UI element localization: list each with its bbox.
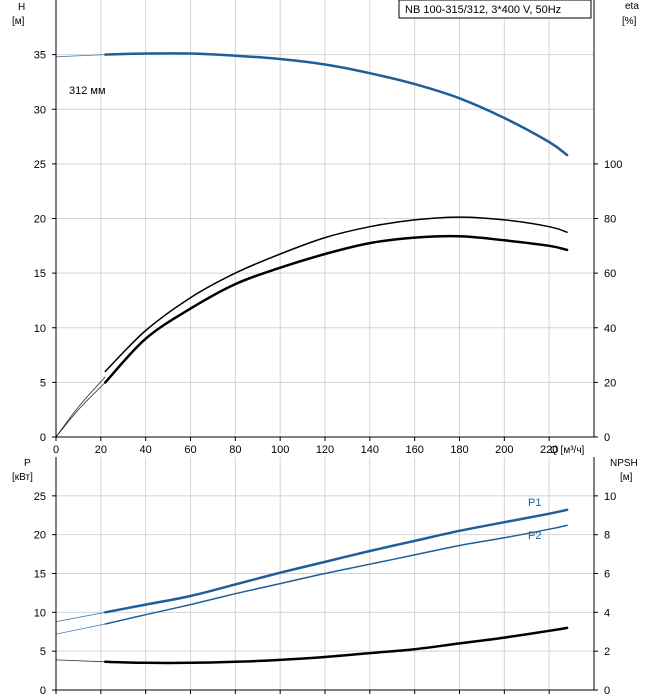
series-eta-line — [104, 216, 568, 373]
left-tick-label: 35 — [34, 50, 46, 62]
series-npsh-line — [104, 626, 569, 665]
bottom-right-axis-unit: [м] — [620, 472, 633, 483]
bottom-left-axis-label: P — [24, 458, 31, 469]
impeller-diameter-annotation: 312 мм — [69, 85, 106, 97]
top-right-axis-unit: [%] — [622, 16, 637, 27]
series-p1-line — [104, 508, 569, 614]
left-tick-label: 5 — [40, 377, 46, 389]
left-tick-label: 20 — [34, 530, 46, 542]
x-tick-label: 140 — [361, 444, 379, 456]
bottom-left-axis-unit: [кВт] — [12, 472, 33, 483]
series-eta_pump-extrapolated — [55, 382, 106, 438]
series-npsh-extrapolated — [55, 659, 106, 663]
series-eta_pump-line — [104, 234, 569, 384]
right-tick-label: 20 — [604, 377, 616, 389]
x-tick-label: 220 — [540, 444, 558, 456]
series-p1-extrapolated — [55, 611, 106, 623]
series-p2-extrapolated — [55, 623, 106, 635]
left-tick-label: 15 — [34, 569, 46, 581]
x-tick-label: 120 — [316, 444, 334, 456]
right-tick-label: 10 — [604, 491, 616, 503]
right-tick-label: 80 — [604, 214, 616, 226]
top-left-axis-unit: [м] — [12, 16, 25, 27]
x-tick-label: 160 — [405, 444, 423, 456]
left-tick-label: 25 — [34, 491, 46, 503]
left-tick-label: 15 — [34, 268, 46, 280]
p1-label: P1 — [528, 497, 541, 509]
right-tick-label: 8 — [604, 530, 610, 542]
p2-label: P2 — [528, 530, 541, 542]
x-tick-label: 80 — [229, 444, 241, 456]
right-tick-label: 40 — [604, 323, 616, 335]
x-tick-label: 180 — [450, 444, 468, 456]
top-right-axis-label: eta — [625, 1, 639, 12]
right-tick-label: 0 — [604, 432, 610, 444]
x-tick-label: 0 — [53, 444, 59, 456]
info-box-text: NB 100-315/312, 3*400 V, 50Hz — [405, 4, 561, 16]
x-axis-unit: Q [м³/ч] — [550, 445, 585, 456]
x-tick-label: 100 — [271, 444, 289, 456]
left-tick-label: 10 — [34, 607, 46, 619]
left-tick-label: 0 — [40, 685, 46, 697]
right-tick-label: 6 — [604, 569, 610, 581]
left-tick-label: 30 — [34, 104, 46, 116]
info-box — [398, 0, 592, 19]
x-tick-label: 20 — [95, 444, 107, 456]
left-tick-label: 0 — [40, 432, 46, 444]
left-tick-label: 25 — [34, 159, 46, 171]
series-h-extrapolated — [55, 54, 106, 58]
right-tick-label: 60 — [604, 268, 616, 280]
top-left-axis-label: H — [18, 2, 25, 13]
right-tick-label: 2 — [604, 646, 610, 658]
x-tick-label: 60 — [184, 444, 196, 456]
series-h-line — [104, 52, 569, 157]
left-tick-label: 10 — [34, 323, 46, 335]
bottom-right-axis-label: NPSH — [610, 458, 638, 469]
series-p2-line — [104, 524, 568, 625]
x-tick-label: 200 — [495, 444, 513, 456]
x-tick-label: 40 — [140, 444, 152, 456]
left-tick-label: 20 — [34, 214, 46, 226]
right-tick-label: 0 — [604, 685, 610, 697]
left-tick-label: 5 — [40, 646, 46, 658]
right-tick-label: 4 — [604, 607, 610, 619]
right-tick-label: 100 — [604, 159, 622, 171]
